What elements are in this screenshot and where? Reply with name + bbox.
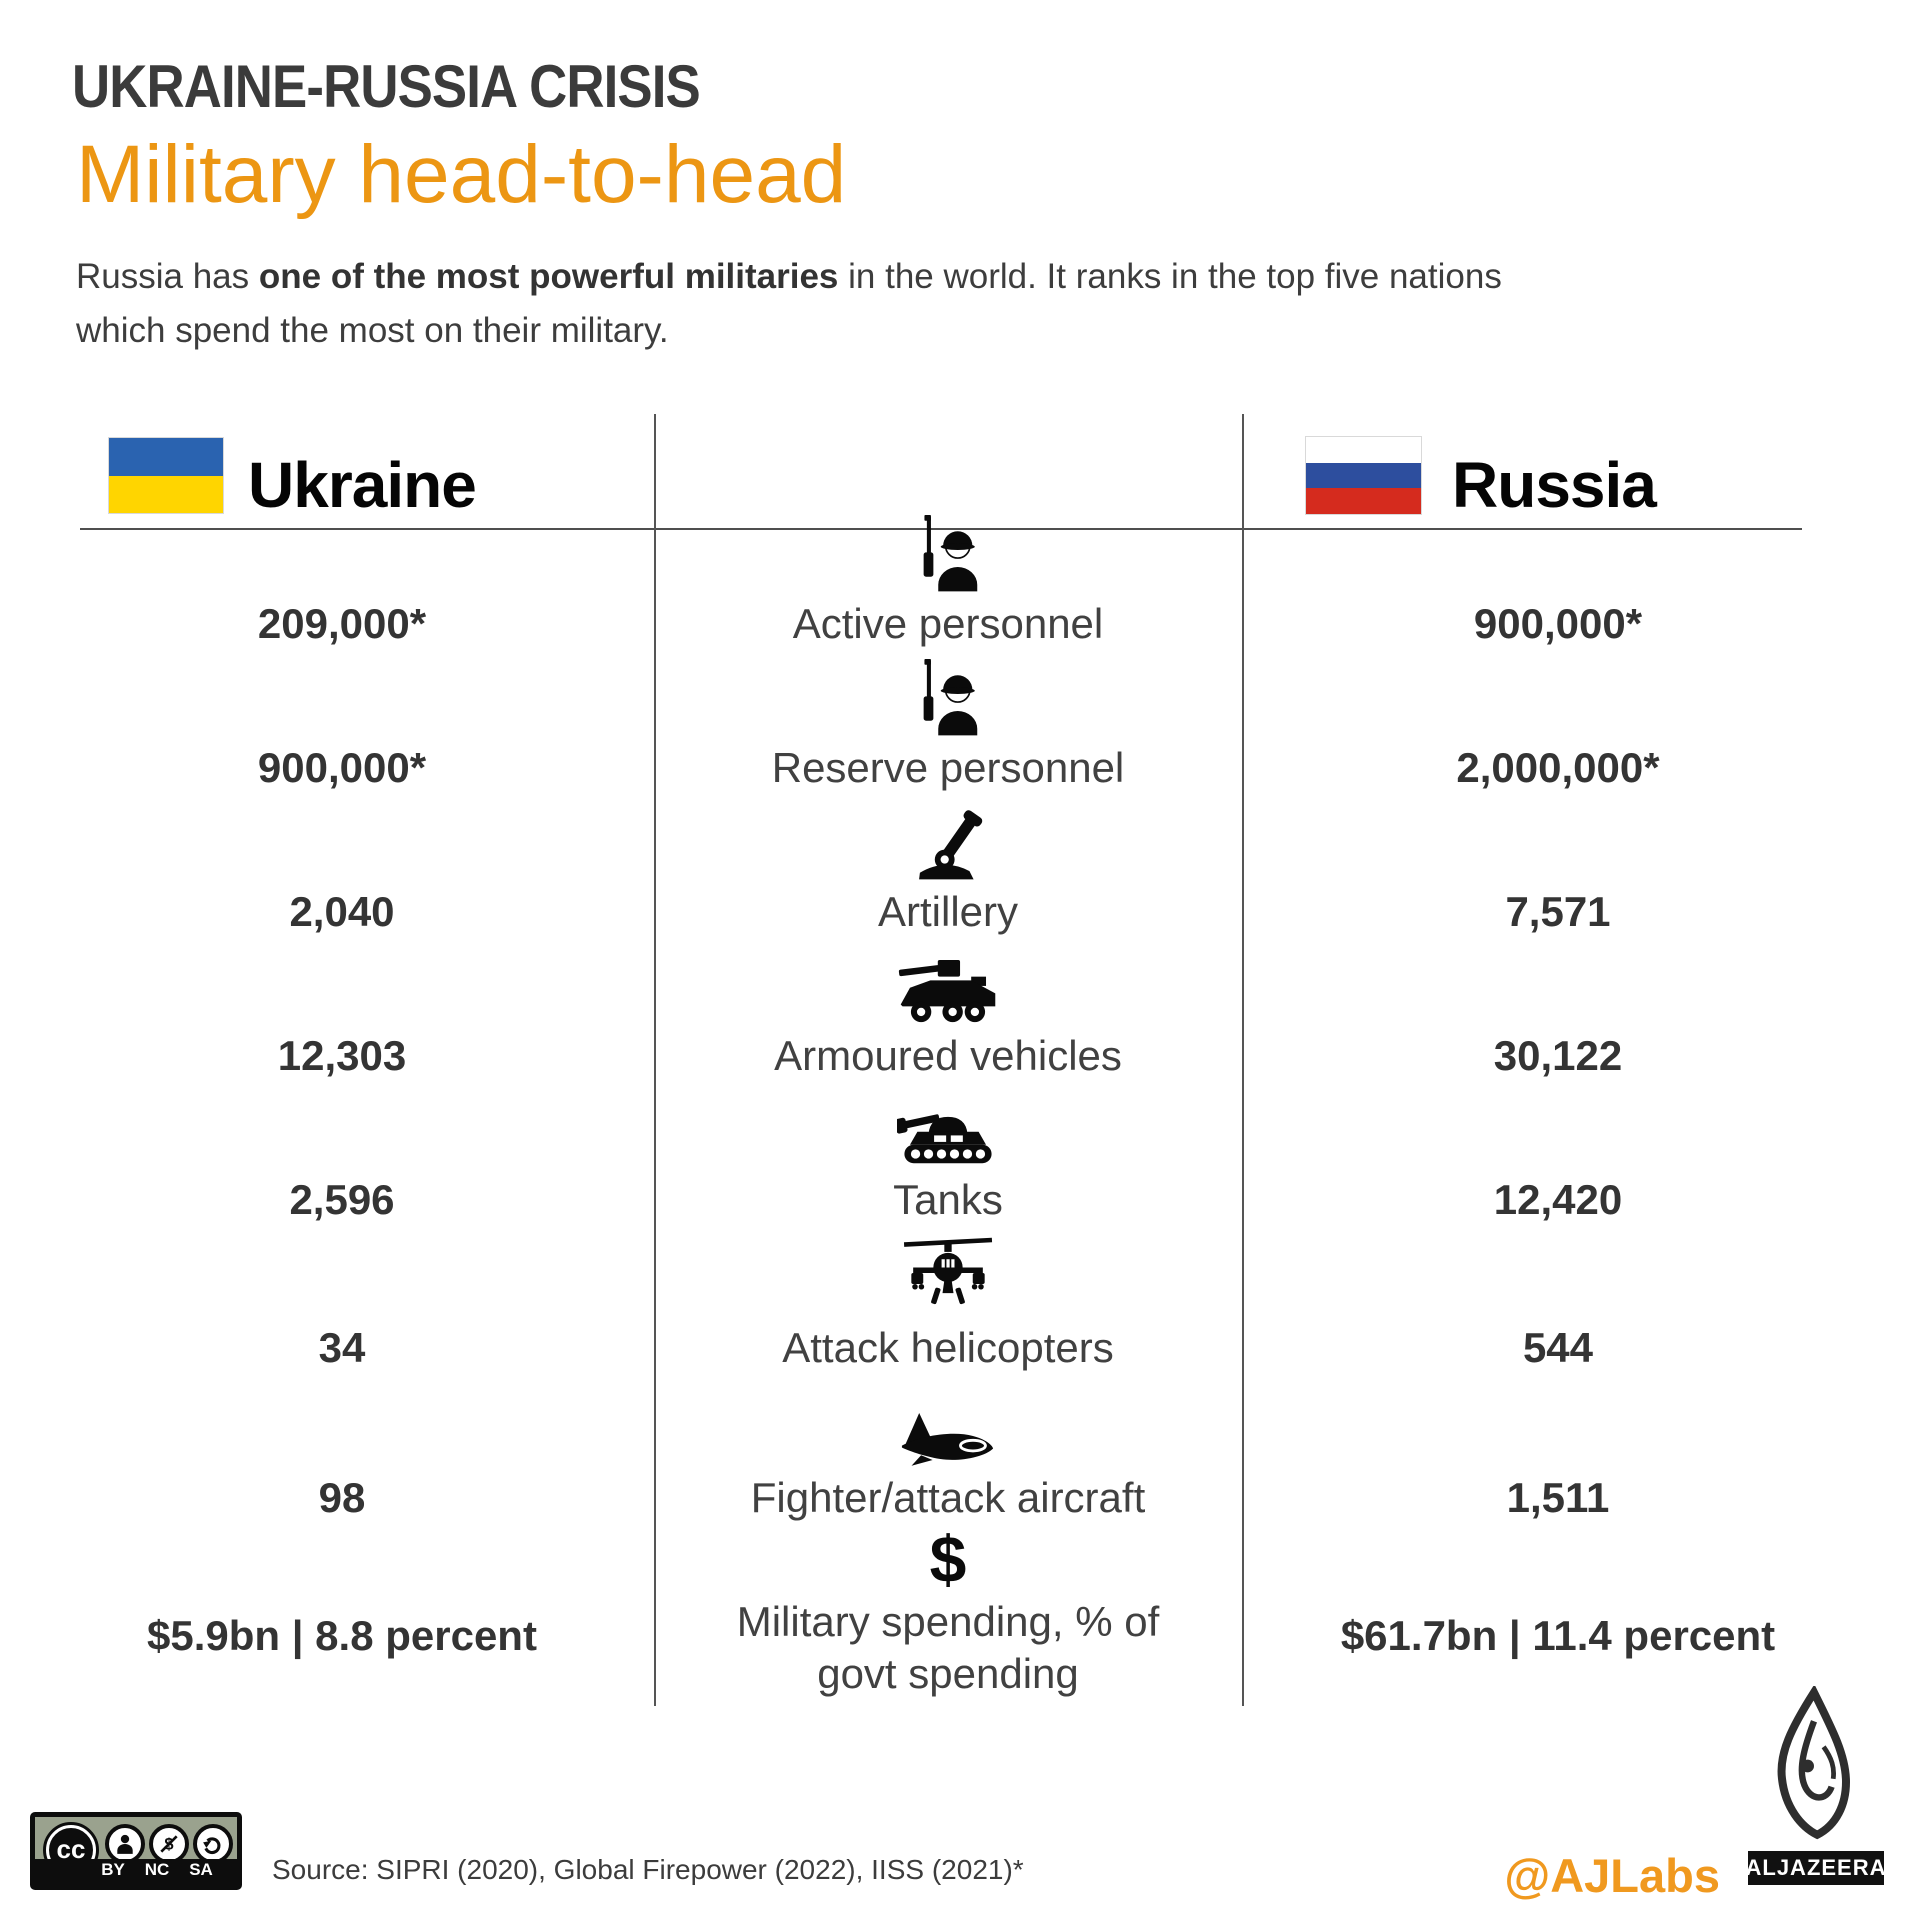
table-row: 34 bbox=[0, 1237, 1921, 1374]
ukraine-value: 2,596 bbox=[289, 1176, 395, 1223]
cc-license-labels: BY NC SA bbox=[35, 1859, 237, 1885]
column-divider-left bbox=[654, 414, 656, 1706]
country-header-ukraine: Ukraine bbox=[248, 449, 477, 521]
column-divider-right bbox=[1242, 414, 1244, 1706]
aljazeera-wordmark: ALJAZEERA bbox=[1746, 1851, 1886, 1885]
metric-label: Artillery bbox=[877, 888, 1018, 935]
russia-value: 12,420 bbox=[1493, 1176, 1623, 1223]
dollar-icon: $ bbox=[929, 1522, 967, 1596]
intro-prefix: Russia has bbox=[76, 257, 259, 296]
intro-text: Russia has one of the most powerful mili… bbox=[76, 250, 1576, 358]
cc-license-badge: cc $ BY NC SA bbox=[30, 1812, 242, 1890]
russia-value: 544 bbox=[1522, 1324, 1594, 1371]
ukraine-value: 12,303 bbox=[277, 1032, 407, 1079]
table-row: 900,000* Reserve personnel 2,000,000* bbox=[0, 659, 1921, 794]
metric-label: Attack helicopters bbox=[782, 1324, 1114, 1371]
tank-icon bbox=[897, 1087, 999, 1169]
metric-label: Armoured vehicles bbox=[774, 1032, 1122, 1079]
artillery-icon bbox=[906, 805, 990, 881]
intro-suffix: in the world. It ranks in the top five n… bbox=[76, 257, 1502, 350]
source-attribution: Source: SIPRI (2020), Global Firepower (… bbox=[272, 1854, 1024, 1885]
table-row: $5.9bn | 8.8 percent $ Military spending… bbox=[0, 1522, 1921, 1700]
russia-value: 900,000* bbox=[1473, 600, 1643, 647]
russia-value: 1,511 bbox=[1506, 1474, 1610, 1521]
metric-label: Reserve personnel bbox=[771, 744, 1125, 791]
header-rule bbox=[80, 528, 1802, 530]
cc-sa-icon bbox=[193, 1824, 233, 1864]
table-row: 12,303 Armoured vehicles 30,122 bbox=[0, 959, 1921, 1082]
ukraine-flag-icon bbox=[108, 437, 224, 514]
soldier-icon bbox=[907, 659, 989, 737]
attack-helicopter-icon bbox=[900, 1229, 996, 1317]
table-row: 98 Fighter/attack aircraft 1,511 bbox=[0, 1408, 1921, 1524]
metric-label: Tanks bbox=[893, 1176, 1003, 1223]
kicker: UKRAINE-RUSSIA CRISIS bbox=[72, 53, 701, 120]
soldier-icon bbox=[907, 515, 989, 593]
aljazeera-calligraphy-logo bbox=[1766, 1684, 1862, 1851]
ukraine-value: 209,000* bbox=[257, 600, 427, 647]
intro-bold: one of the most powerful militaries bbox=[258, 257, 839, 296]
country-header-russia: Russia bbox=[1452, 449, 1657, 521]
russia-value: $61.7bn | 11.4 percent bbox=[1340, 1612, 1776, 1659]
metric-label: Active personnel bbox=[792, 600, 1104, 647]
russia-value: 7,571 bbox=[1505, 888, 1611, 935]
cc-by-icon bbox=[105, 1824, 145, 1864]
ajlabs-handle: @AJLabs bbox=[1504, 1849, 1720, 1902]
ukraine-value: 2,040 bbox=[289, 888, 395, 935]
metric-label: Military spending, % of govt spending bbox=[736, 1598, 1160, 1697]
cc-by-label: BY bbox=[101, 1860, 125, 1879]
page-title: Military head-to-head bbox=[76, 129, 847, 220]
metric-label: Fighter/attack aircraft bbox=[750, 1474, 1146, 1521]
table-row: 2,040 Artillery 7,571 bbox=[0, 810, 1921, 938]
ukraine-value: 34 bbox=[318, 1324, 366, 1371]
ukraine-value: 98 bbox=[318, 1474, 366, 1521]
cc-nc-icon: $ bbox=[149, 1824, 189, 1864]
fighter-jet-icon bbox=[900, 1405, 996, 1467]
cc-nc-label: NC bbox=[144, 1860, 170, 1879]
russia-flag-icon bbox=[1305, 436, 1422, 515]
russia-value: 2,000,000* bbox=[1456, 744, 1660, 791]
cc-sa-label: SA bbox=[189, 1860, 213, 1879]
table-row: 209,000* Active personnel 900,000* bbox=[0, 515, 1921, 650]
russia-value: 30,122 bbox=[1493, 1032, 1623, 1079]
armoured-vehicle-icon bbox=[897, 945, 999, 1025]
ukraine-value: $5.9bn | 8.8 percent bbox=[147, 1612, 537, 1659]
table-row: 2,596 Tanks bbox=[0, 1114, 1921, 1226]
ukraine-value: 900,000* bbox=[257, 744, 427, 791]
